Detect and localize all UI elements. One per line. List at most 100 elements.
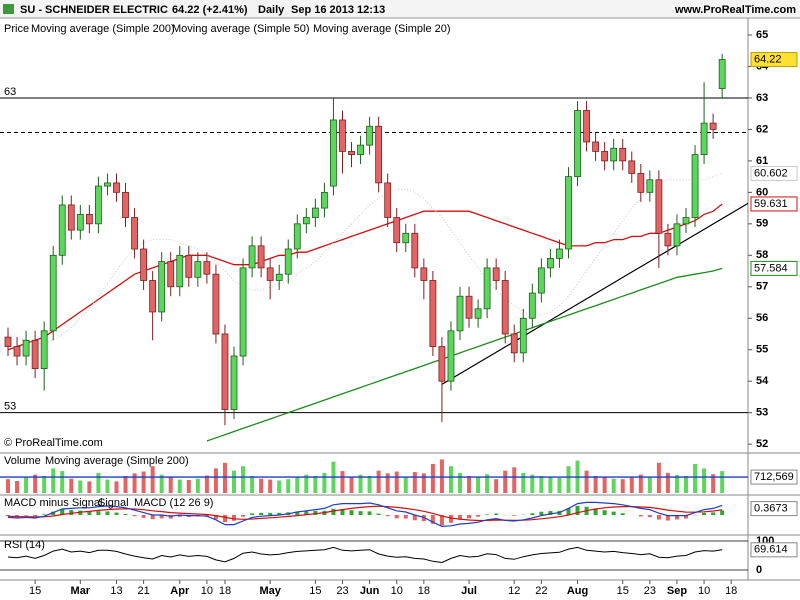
candle-body bbox=[547, 258, 554, 269]
candle-body bbox=[709, 122, 717, 130]
candle-body bbox=[58, 204, 66, 256]
candle-body bbox=[655, 179, 663, 234]
volume-bar bbox=[521, 472, 526, 493]
candle-body bbox=[167, 261, 175, 288]
macd-hist bbox=[367, 511, 372, 515]
volume-bar bbox=[259, 478, 264, 493]
candle-body bbox=[628, 160, 636, 174]
macd-hist bbox=[620, 513, 625, 515]
volume-bar bbox=[557, 477, 562, 493]
y-tick-label: 62 bbox=[756, 123, 768, 135]
macd-hist bbox=[674, 515, 679, 520]
volume-bar bbox=[693, 463, 698, 493]
macd-hist bbox=[358, 511, 363, 515]
candle-body bbox=[339, 119, 346, 152]
macd-hist bbox=[241, 515, 246, 517]
volume-bar bbox=[295, 477, 300, 493]
volume-bar bbox=[268, 479, 273, 493]
legend-label: Moving average (Simple 50) bbox=[172, 23, 310, 35]
candle-body bbox=[239, 267, 247, 357]
candle-body bbox=[149, 280, 157, 313]
candle-body bbox=[4, 336, 12, 347]
volume-bar bbox=[620, 479, 625, 493]
macd-hist bbox=[105, 511, 110, 515]
header-icon bbox=[3, 4, 14, 14]
macd-hist bbox=[132, 515, 137, 517]
macd-hist bbox=[602, 510, 607, 515]
horizontal-line-label: 53 bbox=[4, 401, 16, 413]
macd-hist bbox=[313, 510, 318, 515]
macd-hist bbox=[15, 515, 20, 517]
value-tag: 0.3673 bbox=[754, 502, 788, 514]
macd-hist bbox=[60, 509, 65, 515]
candle-body bbox=[158, 261, 166, 313]
macd-hist bbox=[250, 513, 255, 515]
volume-bar bbox=[141, 471, 146, 493]
candle-body bbox=[275, 273, 283, 281]
macd-hist bbox=[539, 511, 544, 515]
x-tick-label: 15 bbox=[617, 585, 629, 597]
macd-hist bbox=[304, 511, 309, 515]
volume-bar bbox=[476, 477, 481, 493]
macd-hist bbox=[638, 515, 643, 517]
x-tick-label: 12 bbox=[508, 585, 520, 597]
volume-bar bbox=[186, 480, 191, 493]
volume-bar bbox=[78, 480, 83, 493]
candle-body bbox=[176, 254, 184, 288]
volume-bar bbox=[458, 472, 462, 493]
candle-body bbox=[483, 267, 491, 310]
volume-bar bbox=[403, 477, 408, 493]
macd-hist bbox=[684, 515, 688, 519]
source: www.ProRealTime.com bbox=[674, 4, 796, 16]
y-tick-label: 60 bbox=[756, 186, 768, 198]
candle-body bbox=[284, 248, 292, 275]
macd-hist bbox=[51, 511, 56, 515]
candle-body bbox=[619, 147, 627, 162]
legend-label: Moving average (Simple 20) bbox=[313, 23, 451, 35]
volume-bar bbox=[159, 474, 164, 493]
value-tag-box bbox=[750, 501, 798, 517]
legend-label: RSI (14) bbox=[4, 539, 45, 551]
y-tick-label: 59 bbox=[756, 218, 768, 230]
candle-body bbox=[85, 213, 93, 225]
macd-hist bbox=[711, 512, 716, 515]
macd-hist bbox=[277, 512, 282, 515]
chart-title: SU - SCHNEIDER ELECTRIC bbox=[20, 4, 168, 16]
volume-bar bbox=[584, 470, 589, 493]
x-tick-label: 15 bbox=[29, 585, 41, 597]
volume-bar bbox=[367, 476, 372, 493]
volume-bar bbox=[114, 481, 119, 493]
x-tick-label: Jul bbox=[461, 585, 477, 597]
volume-bar bbox=[439, 459, 444, 493]
macd-hist bbox=[656, 515, 661, 520]
x-tick-label: Mar bbox=[71, 585, 91, 597]
volume-bar bbox=[548, 477, 553, 493]
volume-bar bbox=[96, 472, 101, 493]
candle-body bbox=[293, 223, 301, 250]
macd-line bbox=[7, 501, 723, 528]
volume-bar bbox=[204, 475, 209, 493]
candle-body bbox=[601, 151, 609, 162]
macd-hist bbox=[403, 515, 408, 519]
candle-body bbox=[375, 125, 383, 184]
macd-hist bbox=[430, 515, 435, 524]
candle-body bbox=[76, 213, 84, 231]
candle-body bbox=[311, 207, 319, 218]
candle-body bbox=[574, 110, 581, 178]
macd-hist bbox=[177, 515, 182, 517]
candle-body bbox=[266, 267, 274, 281]
candle-body bbox=[438, 346, 446, 382]
volume-bar bbox=[150, 466, 155, 493]
volume-bar bbox=[123, 476, 128, 493]
volume-bar bbox=[376, 470, 381, 493]
candle-body bbox=[357, 144, 364, 155]
x-tick-label: Jun bbox=[360, 585, 380, 597]
volume-bar bbox=[69, 478, 74, 493]
macd-hist bbox=[448, 515, 453, 523]
value-tag-box bbox=[750, 542, 798, 558]
candle-body bbox=[510, 333, 518, 354]
macd-hist bbox=[123, 514, 128, 515]
volume-bar bbox=[448, 466, 453, 493]
macd-hist bbox=[593, 508, 598, 515]
volume-bar bbox=[421, 473, 426, 493]
